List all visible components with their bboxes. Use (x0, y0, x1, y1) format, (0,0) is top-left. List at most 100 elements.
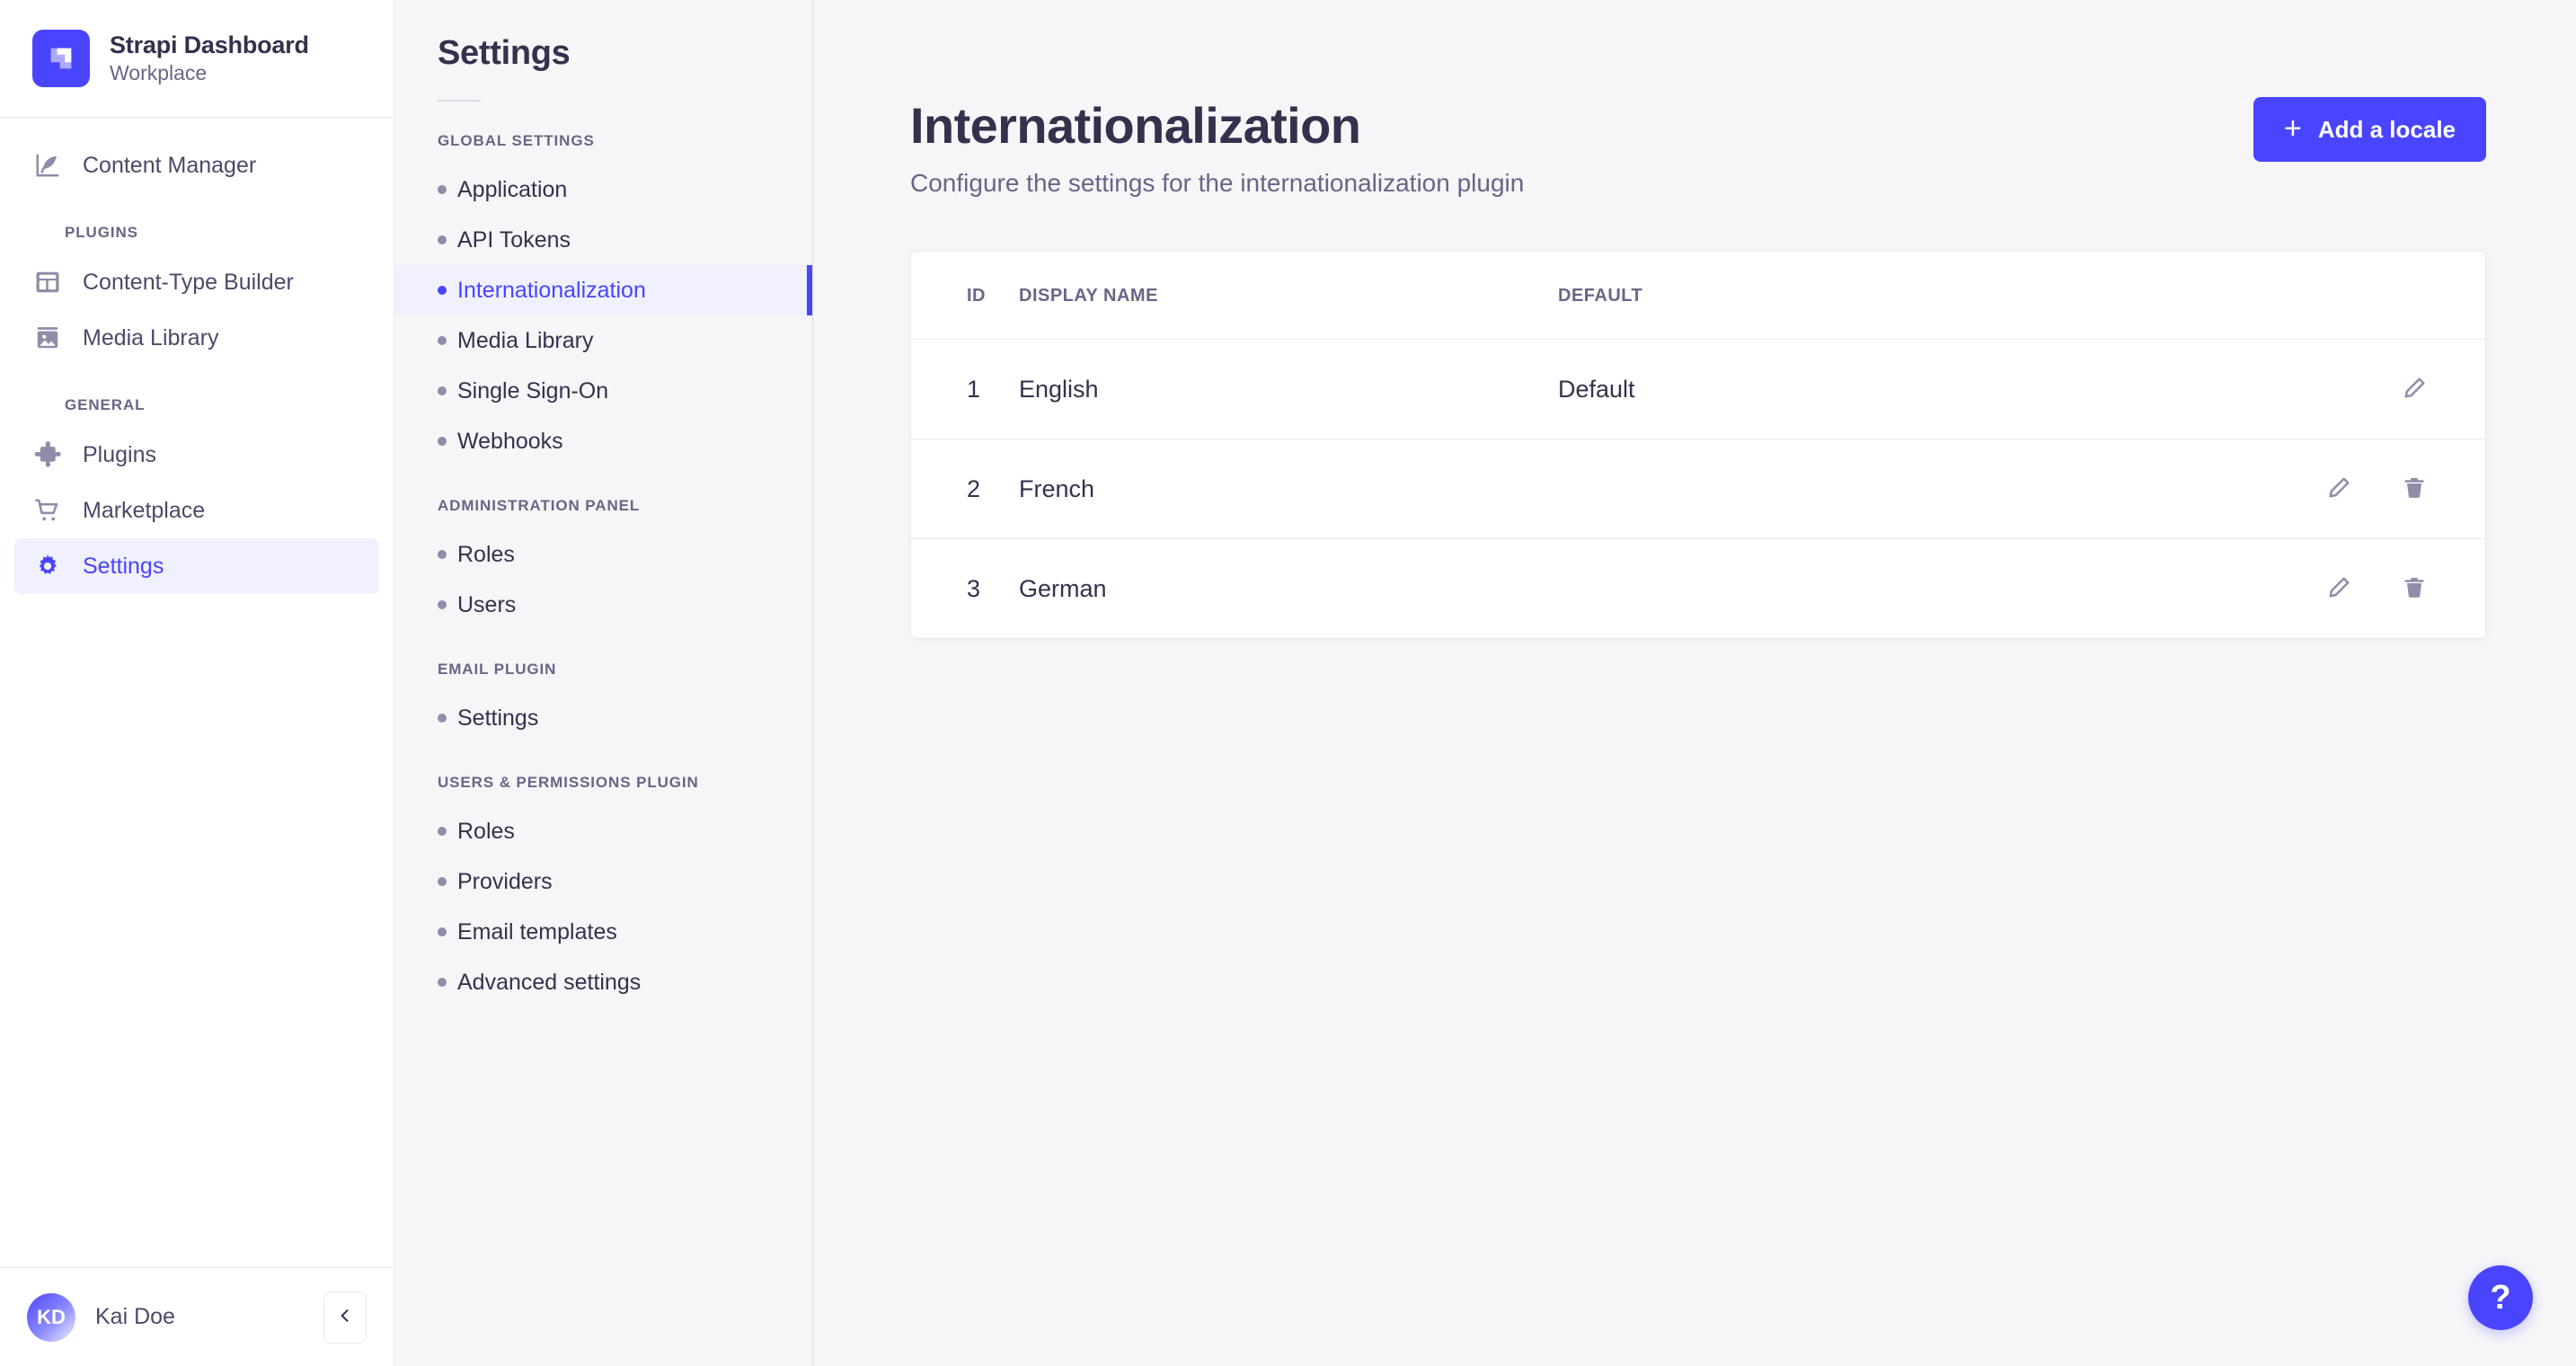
page-subtitle: Configure the settings for the internati… (910, 169, 1525, 198)
cell-default (1558, 539, 2187, 639)
settings-item-label: Media Library (457, 327, 594, 353)
settings-section-email-plugin: EMAIL PLUGIN Settings (394, 661, 812, 743)
feather-icon (32, 150, 63, 181)
puzzle-icon (32, 439, 63, 470)
chevron-left-icon (336, 1307, 354, 1327)
bullet-icon (438, 550, 447, 559)
brand-header[interactable]: Strapi Dashboard Workplace (0, 0, 394, 118)
main-sidebar: Strapi Dashboard Workplace Content Manag… (0, 0, 394, 1366)
settings-item-advanced-settings[interactable]: Advanced settings (394, 957, 812, 1007)
sidebar-nav: Content Manager PLUGINS Content-Type Bui… (0, 118, 394, 1267)
row-actions (2187, 374, 2430, 404)
main-content: Internationalization Configure the setti… (813, 0, 2576, 1366)
cell-display-name: French (1019, 439, 1558, 540)
sidebar-item-content-manager[interactable]: Content Manager (14, 137, 379, 193)
bullet-icon (438, 927, 447, 936)
settings-item-single-sign-on[interactable]: Single Sign-On (394, 366, 812, 416)
table-row[interactable]: 2 French (911, 439, 2485, 540)
shopping-cart-icon (32, 495, 63, 526)
settings-item-label: Application (457, 176, 568, 202)
table-header-row: ID DISPLAY NAME DEFAULT (911, 252, 2485, 341)
sidebar-item-label: Settings (83, 553, 164, 579)
add-locale-button-label: Add a locale (2317, 115, 2456, 143)
plus-icon: + (2283, 111, 2302, 146)
settings-item-webhooks[interactable]: Webhooks (394, 416, 812, 466)
user-name: Kai Doe (95, 1304, 175, 1329)
layout-icon (32, 267, 63, 297)
settings-item-label: Providers (457, 868, 553, 894)
bullet-icon (438, 235, 447, 244)
settings-item-admin-users[interactable]: Users (394, 580, 812, 630)
locales-table: ID DISPLAY NAME DEFAULT 1 English Defaul… (911, 252, 2485, 638)
settings-item-label: API Tokens (457, 226, 571, 253)
sidebar-item-plugins[interactable]: Plugins (14, 427, 379, 483)
cell-id: 3 (967, 574, 981, 602)
sidebar-item-media-library[interactable]: Media Library (14, 310, 379, 366)
settings-item-label: Single Sign-On (457, 377, 609, 404)
add-locale-button[interactable]: + Add a locale (2253, 97, 2486, 162)
table-head: ID DISPLAY NAME DEFAULT (911, 252, 2485, 341)
bullet-icon (438, 714, 447, 723)
settings-panel-header: Settings (394, 0, 812, 102)
settings-item-providers[interactable]: Providers (394, 856, 812, 907)
column-header-display-name: DISPLAY NAME (1019, 252, 1558, 341)
cell-id: 2 (911, 439, 1019, 540)
settings-item-admin-roles[interactable]: Roles (394, 529, 812, 580)
settings-item-label: Roles (457, 818, 515, 844)
settings-item-label: Settings (457, 705, 539, 731)
sidebar-item-label: Content Manager (83, 152, 257, 178)
sidebar-item-marketplace[interactable]: Marketplace (14, 483, 379, 538)
question-mark-icon: ? (2490, 1278, 2511, 1317)
locales-table-card: ID DISPLAY NAME DEFAULT 1 English Defaul… (910, 251, 2486, 640)
cell-id: 1 (911, 339, 1019, 440)
sidebar-item-settings[interactable]: Settings (14, 538, 379, 594)
cell-default: Default (1558, 339, 2187, 440)
sidebar-item-content-type-builder[interactable]: Content-Type Builder (14, 254, 379, 310)
settings-item-internationalization[interactable]: Internationalization (394, 265, 812, 315)
pencil-icon (2401, 375, 2428, 404)
table-body: 1 English Default (911, 339, 2485, 639)
bullet-icon (438, 185, 447, 194)
sidebar-item-label: Media Library (83, 324, 219, 350)
settings-item-label: Advanced settings (457, 969, 642, 995)
page-header-text: Internationalization Configure the setti… (910, 97, 1524, 198)
settings-section-administration-panel: ADMINISTRATION PANEL Roles Users (394, 497, 812, 630)
bullet-icon (438, 877, 447, 886)
edit-locale-button[interactable] (2324, 474, 2354, 504)
settings-item-email-templates[interactable]: Email templates (394, 907, 812, 957)
sidebar-item-label: Plugins (83, 441, 156, 467)
sidebar-item-label: Marketplace (83, 497, 206, 523)
settings-item-up-roles[interactable]: Roles (394, 806, 812, 856)
delete-locale-button[interactable] (2399, 474, 2430, 504)
settings-item-label: Roles (457, 541, 515, 567)
image-icon (32, 323, 63, 353)
table-row[interactable]: 3 German (911, 539, 2485, 639)
settings-item-api-tokens[interactable]: API Tokens (394, 215, 812, 265)
settings-section-label: EMAIL PLUGIN (438, 661, 557, 678)
table-row[interactable]: 1 English Default (911, 339, 2485, 440)
edit-locale-button[interactable] (2324, 573, 2354, 604)
bullet-icon (438, 437, 447, 446)
sidebar-collapse-button[interactable] (323, 1291, 367, 1344)
settings-item-media-library[interactable]: Media Library (394, 315, 812, 366)
settings-subnav-panel: Settings GLOBAL SETTINGS Application API… (394, 0, 813, 1366)
strapi-logo-icon (32, 30, 90, 87)
row-actions (2187, 573, 2430, 604)
bullet-icon (438, 978, 447, 987)
delete-locale-button[interactable] (2399, 573, 2430, 604)
column-header-id: ID (911, 252, 1019, 341)
trash-icon (2401, 574, 2428, 604)
divider (438, 100, 481, 102)
help-button[interactable]: ? (2468, 1265, 2533, 1330)
bullet-icon (438, 336, 447, 345)
edit-locale-button[interactable] (2399, 374, 2430, 404)
cell-display-name: German (1019, 574, 1107, 602)
settings-section-label: GLOBAL SETTINGS (438, 132, 595, 149)
cell-default (1558, 439, 2187, 540)
settings-item-application[interactable]: Application (394, 164, 812, 215)
avatar[interactable]: KD (27, 1292, 75, 1342)
page-header: Internationalization Configure the setti… (813, 0, 2576, 198)
pencil-icon (2325, 574, 2352, 604)
settings-item-email-settings[interactable]: Settings (394, 693, 812, 743)
